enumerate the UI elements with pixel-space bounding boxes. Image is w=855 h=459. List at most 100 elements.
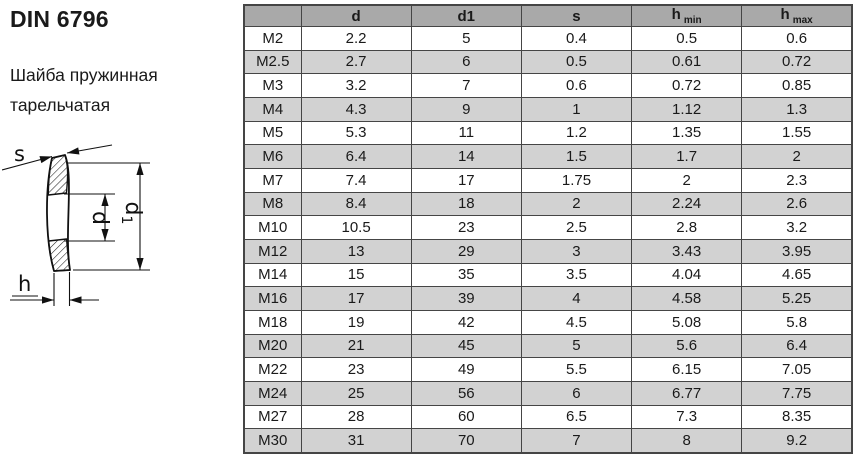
value-cell: 1.3 <box>741 96 853 122</box>
value-cell: 3.2 <box>300 73 412 98</box>
value-cell: 56 <box>410 380 522 406</box>
value-cell: 2.7 <box>300 49 412 75</box>
size-cell: M18 <box>243 309 302 335</box>
value-cell: 49 <box>410 357 522 382</box>
dim-label-d1: d1 <box>118 202 145 225</box>
value-cell: 7.4 <box>300 167 412 193</box>
value-cell: 7.3 <box>631 404 743 430</box>
size-cell: M22 <box>243 357 302 382</box>
value-cell: 17 <box>410 167 522 193</box>
value-cell: 2 <box>520 191 633 217</box>
size-cell: M20 <box>243 333 302 359</box>
value-cell: 4.5 <box>520 309 633 335</box>
size-cell: M2.5 <box>243 49 302 75</box>
technical-drawing: s d d1 h <box>1 133 172 351</box>
value-cell: 1.55 <box>741 120 853 146</box>
washer-cross-section-diagram: s d d1 h <box>1 142 150 306</box>
value-cell: 0.72 <box>741 49 853 75</box>
value-cell: 4.58 <box>631 286 743 311</box>
value-cell: 3.43 <box>631 238 743 264</box>
table-row: M3 3.2 7 0.6 0.72 0.85 <box>243 73 853 98</box>
size-cell: M2 <box>243 26 302 51</box>
value-cell: 5.3 <box>300 120 412 146</box>
value-cell: 2.6 <box>741 191 853 217</box>
column-header: h min <box>631 4 743 27</box>
spec-table-container: d d1 s h min h max M2 2.2 5 0.4 0.5 0.6 M2.5 2.7 6 0.5 0… <box>243 4 853 454</box>
value-cell: 0.61 <box>631 49 743 75</box>
value-cell: 25 <box>300 380 412 406</box>
value-cell: 45 <box>410 333 522 359</box>
size-cell: M16 <box>243 286 302 311</box>
value-cell: 13 <box>300 238 412 264</box>
value-cell: 2 <box>631 167 743 193</box>
value-cell: 1.75 <box>520 167 633 193</box>
size-cell: M27 <box>243 404 302 430</box>
value-cell: 1 <box>520 96 633 122</box>
table-row: M24 25 56 6 6.77 7.75 <box>243 380 853 406</box>
value-cell: 7.05 <box>741 357 853 382</box>
value-cell: 1.12 <box>631 96 743 122</box>
value-cell: 9.2 <box>741 428 853 454</box>
value-cell: 23 <box>410 215 522 240</box>
value-cell: 8.4 <box>300 191 412 217</box>
dim-label-h: h <box>18 272 31 296</box>
value-cell: 70 <box>410 428 522 454</box>
left-panel: DIN 6796 Шайба пружинная тарельчатая <box>10 6 238 120</box>
column-header-subscript: max <box>792 15 813 26</box>
value-cell: 0.5 <box>520 49 633 75</box>
column-header: d1 <box>410 4 522 27</box>
value-cell: 9 <box>410 96 522 122</box>
value-cell: 0.4 <box>520 26 633 51</box>
value-cell: 14 <box>410 144 522 169</box>
size-cell: M24 <box>243 380 302 406</box>
value-cell: 5.25 <box>741 286 853 311</box>
table-row: M10 10.5 23 2.5 2.8 3.2 <box>243 215 853 240</box>
value-cell: 4.3 <box>300 96 412 122</box>
page-title: DIN 6796 <box>10 6 109 32</box>
table-row: M27 28 60 6.5 7.3 8.35 <box>243 404 853 430</box>
value-cell: 5.6 <box>631 333 743 359</box>
value-cell: 3.5 <box>520 262 633 288</box>
dim-s-leader-left <box>1 155 53 171</box>
value-cell: 0.85 <box>741 73 853 98</box>
value-cell: 2.2 <box>300 26 412 51</box>
table-row: M18 19 42 4.5 5.08 5.8 <box>243 309 853 335</box>
table-row: M22 23 49 5.5 6.15 7.05 <box>243 357 853 382</box>
value-cell: 35 <box>410 262 522 288</box>
table-body: M2 2.2 5 0.4 0.5 0.6 M2.5 2.7 6 0.5 0.61 0.72 M3 3.2 7… <box>243 26 853 454</box>
value-cell: 3 <box>520 238 633 264</box>
value-cell: 6.15 <box>631 357 743 382</box>
column-header-subscript: min <box>683 15 702 26</box>
value-cell: 11 <box>410 120 522 146</box>
value-cell: 5.5 <box>520 357 633 382</box>
spec-table: d d1 s h min h max M2 2.2 5 0.4 0.5 0.6 M2.5 2.7 6 0.5 0… <box>243 4 853 454</box>
value-cell: 0.6 <box>520 73 633 98</box>
table-row: M5 5.3 11 1.2 1.35 1.55 <box>243 120 853 146</box>
value-cell: 7 <box>410 73 522 98</box>
value-cell: 1.5 <box>520 144 633 169</box>
value-cell: 15 <box>300 262 412 288</box>
value-cell: 6 <box>520 380 633 406</box>
size-cell: M30 <box>243 428 302 454</box>
value-cell: 19 <box>300 309 412 335</box>
value-cell: 5 <box>520 333 633 359</box>
value-cell: 18 <box>410 191 522 217</box>
value-cell: 23 <box>300 357 412 382</box>
value-cell: 2.24 <box>631 191 743 217</box>
table-row: M16 17 39 4 4.58 5.25 <box>243 286 853 311</box>
value-cell: 6.4 <box>300 144 412 169</box>
column-header: s <box>520 4 633 27</box>
page-subtitle: Шайба пружинная тарельчатая <box>10 65 158 115</box>
size-cell: M8 <box>243 191 302 217</box>
value-cell: 6.5 <box>520 404 633 430</box>
value-cell: 2.8 <box>631 215 743 240</box>
value-cell: 8 <box>631 428 743 454</box>
table-row: M2.5 2.7 6 0.5 0.61 0.72 <box>243 49 853 75</box>
column-header: d <box>300 4 412 27</box>
value-cell: 5 <box>410 26 522 51</box>
table-row: M2 2.2 5 0.4 0.5 0.6 <box>243 26 853 51</box>
value-cell: 3.95 <box>741 238 853 264</box>
value-cell: 6.4 <box>741 333 853 359</box>
value-cell: 4.65 <box>741 262 853 288</box>
value-cell: 2 <box>741 144 853 169</box>
